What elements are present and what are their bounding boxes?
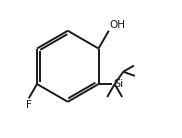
Text: OH: OH [109, 20, 125, 30]
Text: Si: Si [113, 79, 123, 89]
Text: F: F [26, 100, 32, 110]
